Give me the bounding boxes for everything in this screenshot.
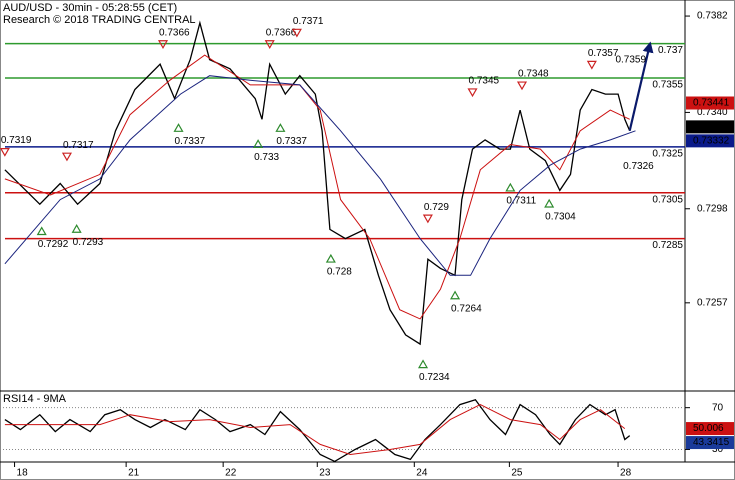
x-tick-label: 25: [511, 468, 523, 479]
signal-marker: [275, 123, 286, 132]
signal-marker: [586, 60, 597, 70]
signal-label: 0.7311: [506, 196, 536, 207]
signal-label: 0.7337: [175, 136, 206, 147]
signal-label: 0.7345: [469, 76, 500, 87]
signal-marker: [325, 253, 336, 263]
signal-marker: [422, 214, 433, 224]
price-tag: [686, 120, 734, 134]
y-tick-label: 30: [712, 444, 724, 455]
y-tick-label: 0.7340: [697, 107, 728, 118]
signal-label: 0.733: [254, 152, 279, 163]
level-label: 0.737: [658, 45, 683, 56]
signal-marker: [61, 152, 72, 162]
signal-marker: [71, 224, 82, 233]
signal-label: 0.7371: [293, 16, 324, 27]
series-line: [4, 20, 631, 346]
signal-marker: [505, 182, 516, 192]
signal-marker: [417, 359, 429, 369]
signal-marker: [291, 28, 302, 38]
series-line: [4, 54, 630, 320]
price-tag: [686, 436, 734, 450]
signal-marker: [467, 88, 478, 98]
y-tick-label: 0.7298: [697, 203, 728, 214]
x-tick-label: 18: [17, 468, 29, 479]
signal-label: 0.7304: [545, 212, 576, 223]
rsi-title: RSI14 - 9MA: [3, 393, 67, 405]
y-tick-label: 0.7257: [697, 297, 728, 308]
forecast-label: 0.7359: [615, 54, 646, 65]
series-line: [4, 75, 636, 276]
signal-label: 0.7292: [38, 239, 69, 250]
signal-label: 0.728: [327, 267, 352, 278]
x-tick-label: 28: [620, 468, 632, 479]
forecast-arrow: [628, 41, 654, 132]
level-label: 0.7355: [652, 80, 683, 91]
signal-marker: [264, 40, 275, 49]
price-tag-label: 0.73332: [693, 136, 730, 147]
price-tag-label: 0.73441: [693, 98, 730, 109]
signal-label: 0.7293: [73, 237, 104, 248]
level-label: 0.7325: [652, 148, 683, 159]
x-tick-label: 22: [225, 468, 237, 479]
signal-label: 0.7357: [588, 48, 619, 59]
signal-marker: [253, 139, 264, 148]
signal-marker: [544, 198, 555, 208]
chart-subtitle: Research © 2018 TRADING CENTRAL: [3, 14, 196, 26]
level-label: 0.7305: [652, 194, 683, 205]
signal-label: 0.7348: [518, 69, 549, 80]
signal-marker: [450, 290, 461, 300]
signal-label: 0.7337: [276, 136, 307, 147]
signal-label: 0.7366: [159, 27, 190, 38]
signal-label: 0.7264: [451, 303, 482, 314]
y-tick-label: 0.7382: [697, 11, 728, 22]
signal-marker: [157, 40, 169, 49]
signal-label: 0.7317: [63, 140, 94, 151]
signal-marker: [516, 81, 528, 91]
price-tag: [686, 96, 734, 110]
x-tick-label: 21: [128, 468, 140, 479]
y-tick-label: 70: [712, 402, 724, 413]
x-tick-label: 24: [416, 468, 428, 479]
chart-title: AUD/USD - 30min - 05:28:55 (CET): [3, 2, 177, 14]
signal-marker: [173, 123, 184, 132]
signal-label: 0.7366: [266, 27, 297, 38]
price-tag: [686, 422, 734, 436]
note-label: 0.7326: [623, 161, 654, 172]
signal-label: 0.7234: [419, 372, 450, 383]
price-tag-label: 0.73337: [693, 122, 730, 133]
signal-marker: [0, 147, 10, 157]
price-tag-label: 43.3415: [693, 437, 730, 448]
signal-label: 0.729: [424, 202, 449, 213]
signal-label: 0.7319: [1, 135, 32, 146]
series-line: [4, 398, 631, 463]
series-line: [4, 404, 626, 456]
x-tick-label: 23: [319, 468, 331, 479]
price-tag-label: 50.006: [693, 423, 724, 434]
signal-marker: [36, 226, 47, 236]
level-label: 0.7285: [652, 240, 683, 251]
price-tag: [686, 134, 734, 148]
